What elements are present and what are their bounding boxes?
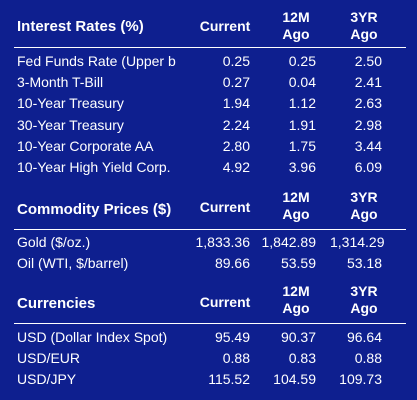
column-current: Current (199, 294, 251, 310)
column-12m-ago: 12M Ago (282, 283, 310, 316)
value-12m-ago: 1,842.89 (261, 234, 317, 250)
value-current: 2.24 (222, 116, 250, 133)
table-row: Oil (WTI, $/barrel) 89.66 53.59 53.18 (0, 253, 417, 273)
row-label: 30-Year Treasury (17, 116, 124, 133)
row-label: USD/JPY (17, 371, 77, 388)
currencies-title: Currencies (17, 295, 96, 312)
row-label: USD (Dollar Index Spot) (17, 329, 168, 345)
table-row: USD (Dollar Index Spot) 95.49 90.37 96.64 (0, 327, 417, 347)
value-3yr-ago: 2.41 (354, 74, 382, 91)
value-current: 89.66 (214, 255, 250, 271)
row-label: 3-Month T-Bill (17, 74, 104, 91)
value-current: 0.25 (222, 53, 250, 69)
value-3yr-ago: 53.18 (346, 255, 382, 271)
table-row: 10-Year Corporate AA 2.80 1.75 3.44 (0, 136, 417, 156)
column-3yr-ago: 3YR Ago (350, 9, 378, 42)
value-12m-ago: 1.75 (288, 137, 316, 154)
value-3yr-ago: 2.50 (354, 53, 382, 69)
value-3yr-ago: 2.98 (354, 116, 382, 133)
table-row: Gold ($/oz.) 1,833.36 1,842.89 1,314.29 (0, 232, 417, 252)
value-current: 4.92 (222, 159, 250, 175)
value-current: 1.94 (222, 95, 250, 112)
value-3yr-ago: 96.64 (346, 329, 382, 345)
value-3yr-ago: 6.09 (354, 159, 382, 175)
value-12m-ago: 53.59 (280, 255, 316, 271)
column-current: Current (199, 199, 251, 215)
interest-rates-rule (14, 47, 406, 48)
value-current: 0.27 (222, 74, 250, 91)
column-current: Current (199, 18, 251, 34)
value-current: 115.52 (208, 371, 250, 388)
value-3yr-ago: 3.44 (354, 137, 382, 154)
value-current: 0.88 (222, 350, 250, 367)
table-row: 30-Year Treasury 2.24 1.91 2.98 (0, 115, 417, 135)
value-12m-ago: 1.12 (288, 95, 316, 112)
value-3yr-ago: 0.88 (354, 350, 382, 367)
value-12m-ago: 1.91 (288, 116, 316, 133)
value-3yr-ago: 109.73 (339, 371, 382, 388)
value-3yr-ago: 2.63 (354, 95, 382, 112)
value-3yr-ago: 1,314.29 (330, 234, 385, 250)
value-current: 1,833.36 (195, 234, 251, 250)
table-row: 3-Month T-Bill 0.27 0.04 2.41 (0, 72, 417, 92)
row-label: Gold ($/oz.) (17, 234, 91, 250)
table-row: 10-Year High Yield Corp. 4.92 3.96 6.09 (0, 157, 417, 177)
row-label: Oil (WTI, $/barrel) (17, 255, 129, 271)
commodity-prices-rule (14, 229, 406, 230)
value-12m-ago: 0.25 (288, 53, 316, 69)
value-12m-ago: 90.37 (280, 329, 316, 345)
table-row: USD/JPY 115.52 104.59 109.73 (0, 369, 417, 389)
column-12m-ago: 12M Ago (282, 9, 310, 42)
value-12m-ago: 104.59 (273, 371, 316, 388)
column-3yr-ago: 3YR Ago (350, 283, 378, 316)
value-12m-ago: 3.96 (288, 159, 316, 175)
value-current: 2.80 (222, 137, 250, 154)
value-current: 95.49 (214, 329, 250, 345)
commodity-prices-title: Commodity Prices ($) (17, 201, 172, 218)
column-3yr-ago: 3YR Ago (350, 189, 378, 222)
column-12m-ago: 12M Ago (282, 189, 310, 222)
row-label: 10-Year Corporate AA (17, 137, 154, 154)
value-12m-ago: 0.04 (288, 74, 316, 91)
table-row: USD/EUR 0.88 0.83 0.88 (0, 348, 417, 368)
currencies-rule (14, 323, 406, 324)
row-label: Fed Funds Rate (Upper b (17, 53, 176, 69)
value-12m-ago: 0.83 (288, 350, 316, 367)
interest-rates-title: Interest Rates (%) (17, 18, 144, 35)
table-row: 10-Year Treasury 1.94 1.12 2.63 (0, 93, 417, 113)
row-label: USD/EUR (17, 350, 81, 367)
table-row: Fed Funds Rate (Upper b 0.25 0.25 2.50 (0, 51, 417, 71)
row-label: 10-Year Treasury (17, 95, 124, 112)
row-label: 10-Year High Yield Corp. (17, 159, 171, 175)
